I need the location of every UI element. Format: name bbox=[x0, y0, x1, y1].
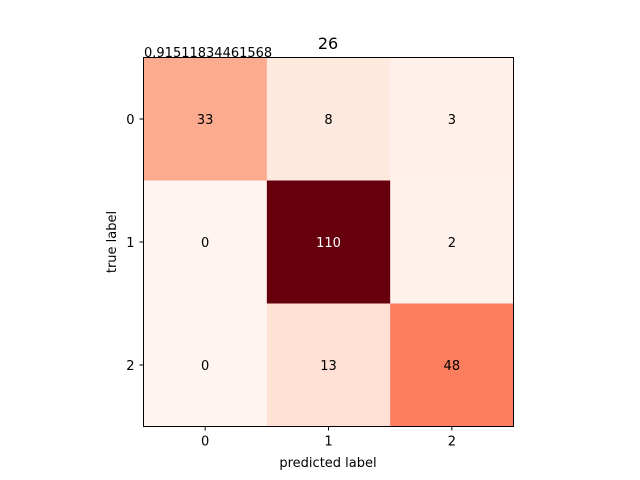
x-tick-label: 1 bbox=[324, 435, 332, 450]
cell-value-label: 3 bbox=[448, 113, 456, 128]
y-tick-label: 0 bbox=[126, 113, 134, 128]
cell-value-label: 48 bbox=[444, 359, 461, 374]
heatmap-cell-r0-c2 bbox=[390, 57, 514, 181]
heatmap-cell-r2-c0 bbox=[143, 303, 268, 427]
heatmap-cell-r1-c0 bbox=[143, 180, 268, 304]
y-tick-label: 2 bbox=[126, 359, 134, 374]
heatmap-cell-r1-c1 bbox=[266, 180, 391, 304]
y-tick-label: 1 bbox=[126, 236, 134, 251]
cell-value-label: 0 bbox=[201, 359, 209, 374]
x-axis-label: predicted label bbox=[279, 456, 376, 471]
cell-value-label: 33 bbox=[197, 113, 214, 128]
chart-title: 26 bbox=[318, 34, 338, 53]
heatmap-cell-r2-c1 bbox=[266, 303, 391, 427]
heatmap-cell-r0-c0 bbox=[143, 57, 268, 181]
y-axis-label: true label bbox=[105, 211, 120, 273]
cell-value-label: 8 bbox=[324, 113, 332, 128]
axis-ticks: 0 1 2 0 1 2 bbox=[126, 113, 456, 450]
x-tick-label: 2 bbox=[448, 435, 456, 450]
x-tick-label: 0 bbox=[201, 435, 209, 450]
accuracy-annotation: 0.91511834461568 bbox=[144, 46, 272, 61]
heatmap-cell-r0-c1 bbox=[266, 57, 391, 181]
cell-value-label: 13 bbox=[320, 359, 337, 374]
heatmap-cell-r2-c2 bbox=[390, 303, 514, 427]
cell-value-label: 2 bbox=[448, 236, 456, 251]
cell-value-label: 110 bbox=[316, 236, 341, 251]
heatmap-cell-r1-c2 bbox=[390, 180, 514, 304]
heatmap-cells: 33 8 3 0 110 2 0 13 48 bbox=[143, 57, 514, 427]
cell-value-label: 0 bbox=[201, 236, 209, 251]
